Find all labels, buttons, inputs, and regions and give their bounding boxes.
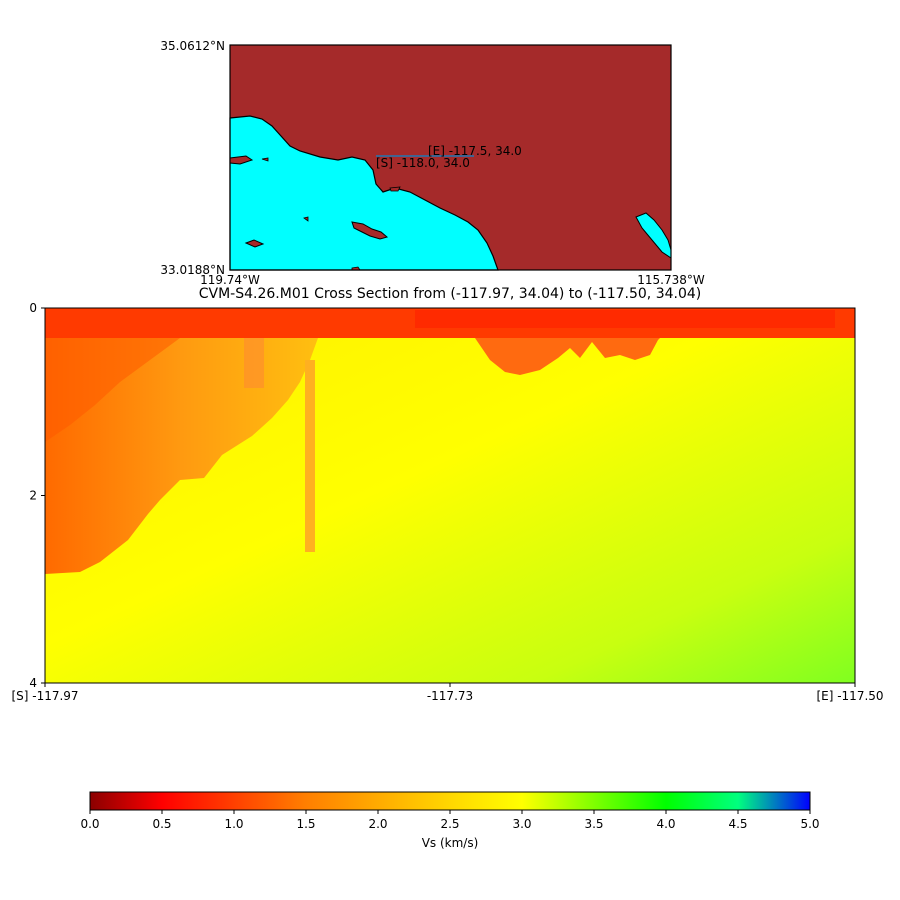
colorbar-tick-label: 0.5: [152, 817, 171, 831]
colorbar-tick-label: 2.0: [368, 817, 387, 831]
basin-shallow: [45, 338, 180, 442]
colorbar-tick-label: 2.5: [440, 817, 459, 831]
heatmap: [45, 308, 855, 683]
map-frame: [229, 44, 672, 271]
island: [244, 239, 265, 248]
map-lon-min-label: 119.74°W: [200, 273, 260, 287]
colorbar: 0.0 0.5 1.0 1.5 2.0 2.5 3.0 3.5 4.0 4.5 5.0 Vs (km…: [80, 791, 820, 850]
x-tick-label: [S] -117.97: [11, 689, 78, 703]
colorbar-tick-label: 4.0: [656, 817, 675, 831]
colorbar-tick-label: 1.0: [224, 817, 243, 831]
y-tick-label: 0: [29, 301, 37, 315]
map-border: [229, 44, 672, 271]
map-lat-max-label: 35.0612°N: [160, 39, 225, 53]
x-tick-label: -117.73: [427, 689, 473, 703]
fault-zone: [244, 338, 264, 388]
map-start-label: [S] -118.0, 34.0: [376, 156, 470, 170]
cross-section-chart: 0 2 4 [S] -117.97 -117.73 [E] -117.50: [11, 301, 884, 703]
y-tick-label: 4: [29, 676, 37, 690]
island: [351, 221, 389, 240]
colorbar-tick-label: 3.0: [512, 817, 531, 831]
y-tick-label: 2: [29, 489, 37, 503]
colorbar-tick-label: 0.0: [80, 817, 99, 831]
map-lon-max-label: 115.738°W: [637, 273, 705, 287]
ocean-area: [229, 115, 499, 271]
colorbar-label: Vs (km/s): [422, 836, 479, 850]
colorbar-tick-label: 4.5: [728, 817, 747, 831]
colorbar-tick-label: 1.5: [296, 817, 315, 831]
x-tick-label: [E] -117.50: [816, 689, 883, 703]
island: [303, 216, 309, 222]
colorbar-tick-label: 3.5: [584, 817, 603, 831]
chart-title: CVM-S4.26.M01 Cross Section from (-117.9…: [198, 286, 702, 302]
colorbar-tick-label: 5.0: [800, 817, 819, 831]
basin-wedge: [45, 338, 318, 574]
island: [261, 157, 269, 162]
x-axis: [S] -117.97 -117.73 [E] -117.50: [11, 683, 884, 703]
inset-map: 35.0612°N 33.0188°N 119.74°W 115.738°W […: [160, 39, 705, 287]
map-lat-min-label: 33.0188°N: [160, 263, 225, 277]
fault-strip: [305, 360, 315, 552]
map-end-label: [E] -117.5, 34.0: [428, 144, 522, 158]
surface-layer-low: [415, 310, 835, 328]
y-axis: 0 2 4: [29, 301, 45, 690]
colorbar-ticks: 0.0 0.5 1.0 1.5 2.0 2.5 3.0 3.5 4.0 4.5 5.0: [80, 810, 820, 831]
island: [389, 186, 401, 192]
colorbar-gradient: [89, 791, 811, 811]
